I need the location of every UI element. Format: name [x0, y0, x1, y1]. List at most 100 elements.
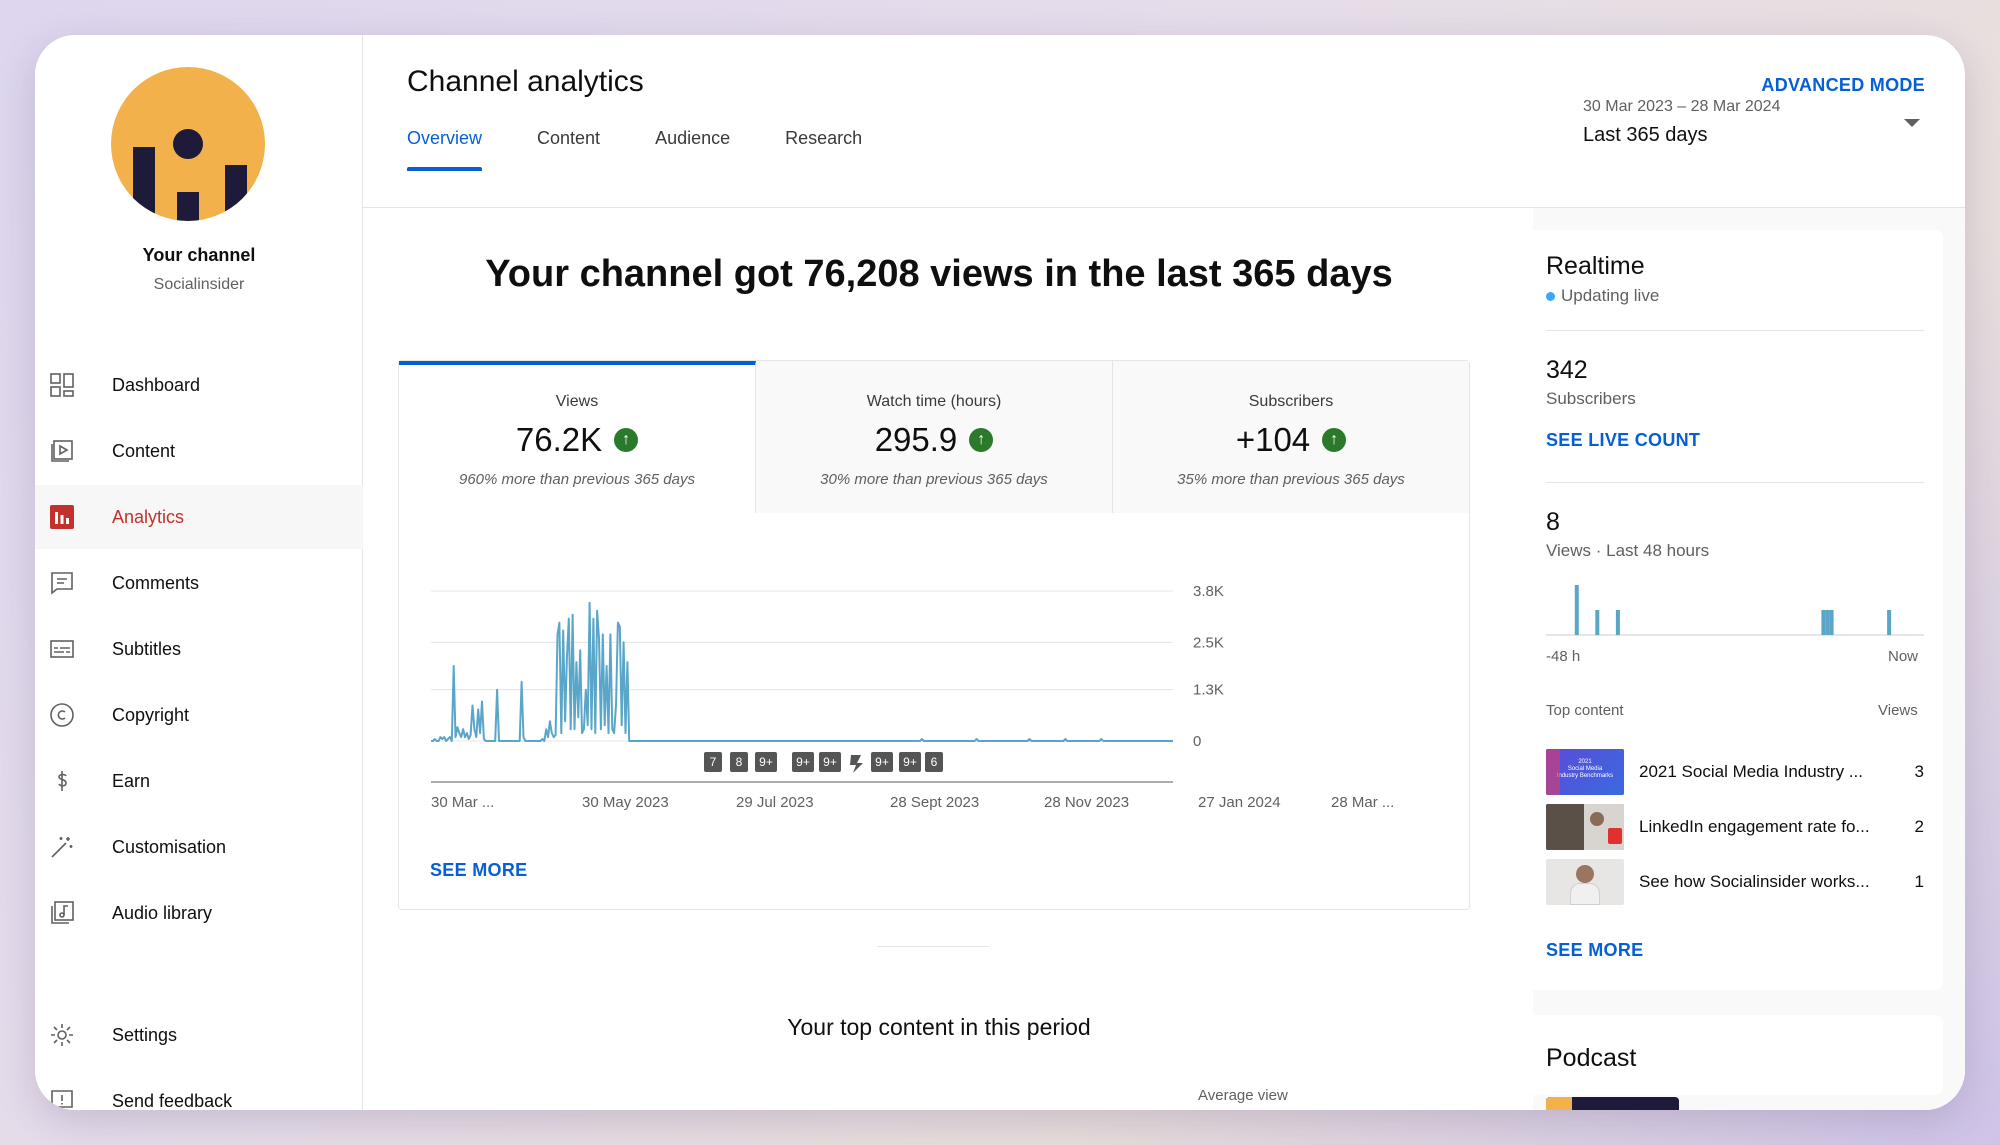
- page-title: Channel analytics: [407, 65, 644, 98]
- metric-value: +104 ↑: [1113, 421, 1469, 459]
- realtime-status: Updating live: [1546, 286, 1659, 306]
- sidebar-item-copyright[interactable]: Copyright: [35, 683, 363, 747]
- sidebar-item-label: Content: [112, 440, 176, 461]
- video-marker-label: 9+: [903, 755, 917, 769]
- top-content-item[interactable]: See how Socialinsider works... 1: [1546, 859, 1924, 905]
- video-marker-label: 9+: [796, 755, 810, 769]
- realtime-bar: [1595, 610, 1600, 635]
- video-views: 1: [1914, 872, 1924, 891]
- content-icon: [48, 437, 76, 465]
- x-tick-label: 30 Mar ...: [431, 794, 494, 811]
- video-marker: [871, 752, 893, 772]
- video-marker: [792, 752, 814, 772]
- subtitles-icon: [48, 635, 76, 663]
- video-marker: [704, 752, 722, 772]
- video-thumbnail: 2021 Social Media Industry Benchmarks: [1546, 749, 1624, 795]
- x-tick-label: 28 Mar ...: [1331, 794, 1394, 811]
- metric-label: Subscribers: [1248, 393, 1334, 410]
- video-marker-label: 6: [931, 755, 938, 769]
- channel-avatar[interactable]: [111, 67, 265, 221]
- sidebar-item-settings[interactable]: Settings: [35, 1003, 363, 1067]
- sidebar-item-comments[interactable]: Comments: [35, 551, 363, 615]
- y-tick-label: 3.8K: [1193, 583, 1224, 600]
- views-column-header: Views: [1878, 702, 1918, 719]
- podcast-thumbnail[interactable]: [1546, 1097, 1679, 1110]
- sidebar-item-label: Subtitles: [112, 638, 182, 659]
- date-range-dates: 30 Mar 2023 – 28 Mar 2024: [1583, 98, 1781, 115]
- see-live-count-button[interactable]: SEE LIVE COUNT: [1546, 430, 1701, 450]
- video-marker: [819, 752, 841, 772]
- section-divider: [877, 946, 989, 947]
- channel-name: Your channel: [142, 245, 256, 265]
- video-marker-label: 9+: [823, 755, 837, 769]
- realtime-views-label: Views · Last 48 hours: [1546, 541, 1710, 560]
- sidebar-item-send-feedback[interactable]: Send feedback: [35, 1069, 363, 1110]
- sidebar-item-label: Customisation: [112, 836, 227, 857]
- sidebar-item-analytics[interactable]: Analytics: [35, 485, 363, 549]
- y-tick-label: 0: [1193, 733, 1201, 750]
- realtime-divider: [1546, 482, 1924, 483]
- copyright-icon: [48, 701, 76, 729]
- tab-content[interactable]: Content: [537, 128, 601, 148]
- comments-icon: [48, 569, 76, 597]
- video-marker-label: 8: [736, 755, 743, 769]
- channel-handle: Socialinsider: [153, 276, 245, 293]
- arrow-up-icon: ↑: [1322, 428, 1347, 452]
- sidebar-item-label: Send feedback: [112, 1090, 233, 1111]
- video-marker: [730, 752, 748, 772]
- video-thumbnail: [1546, 804, 1624, 850]
- advanced-mode-button[interactable]: ADVANCED MODE: [1761, 75, 1925, 95]
- x-tick-label: 28 Sept 2023: [890, 794, 979, 811]
- see-more-top-content-button[interactable]: SEE MORE: [1546, 940, 1644, 960]
- tab-audience[interactable]: Audience: [655, 128, 731, 148]
- video-views: 2: [1914, 817, 1924, 836]
- sidebar-item-dashboard[interactable]: Dashboard: [35, 353, 363, 417]
- content-layer: Your channel got 76,208 views in the las…: [35, 35, 1965, 1110]
- metric-subscribers-tab[interactable]: Subscribers +104 ↑ 35% more than previous…: [1113, 361, 1469, 513]
- sidebar-item-customisation[interactable]: Customisation: [35, 815, 363, 879]
- x-tick-label: 29 Jul 2023: [736, 794, 814, 811]
- realtime-bar: [1825, 610, 1830, 635]
- realtime-axis-start: -48 h: [1546, 648, 1581, 665]
- metric-note: 30% more than previous 365 days: [820, 471, 1048, 488]
- sidebar-item-subtitles[interactable]: Subtitles: [35, 617, 363, 681]
- sidebar: Your channel Socialinsider Dashboard Con…: [35, 35, 363, 1110]
- feedback-icon: [48, 1087, 76, 1110]
- sidebar-item-earn[interactable]: Earn: [35, 749, 363, 813]
- arrow-up-icon: ↑: [614, 428, 639, 452]
- sidebar-item-label: Comments: [112, 572, 200, 593]
- sidebar-item-label: Earn: [112, 770, 151, 791]
- sidebar-item-audio-library[interactable]: Audio library: [35, 881, 363, 945]
- video-marker: [755, 752, 777, 772]
- top-content-item[interactable]: LinkedIn engagement rate fo... 2: [1546, 804, 1924, 850]
- y-tick-label: 1.3K: [1193, 682, 1224, 699]
- metric-note: 35% more than previous 365 days: [1177, 471, 1405, 488]
- podcast-title: Podcast: [1546, 1044, 1637, 1072]
- metric-views-tab[interactable]: Views 76.2K ↑ 960% more than previous 365…: [399, 361, 756, 513]
- x-tick-label: 30 May 2023: [582, 794, 669, 811]
- metric-value: 295.9 ↑: [756, 421, 1112, 459]
- realtime-axis-end: Now: [1888, 648, 1919, 665]
- live-dot-icon: [1546, 291, 1555, 301]
- realtime-bar: [1574, 585, 1579, 635]
- top-content-header: Top content: [1546, 702, 1624, 719]
- video-marker-label: 7: [710, 755, 717, 769]
- tab-research[interactable]: Research: [785, 128, 863, 148]
- views-series-line: [431, 601, 1173, 742]
- subscriber-label: Subscribers: [1546, 389, 1636, 408]
- metric-watch-time-tab[interactable]: Watch time (hours) 295.9 ↑ 30% more than …: [756, 361, 1113, 513]
- video-thumbnail: [1546, 859, 1624, 905]
- realtime-views-count: 8: [1546, 508, 1560, 536]
- top-content-item[interactable]: 2021 Social Media Industry Benchmarks 2021…: [1546, 749, 1924, 795]
- video-marker-label: 9+: [759, 755, 773, 769]
- video-marker-label: 9+: [875, 755, 889, 769]
- sidebar-item-content[interactable]: Content: [35, 419, 363, 483]
- realtime-bar: [1887, 610, 1892, 635]
- realtime-views-bars: [1546, 585, 1924, 636]
- tab-overview[interactable]: Overview: [407, 128, 483, 171]
- video-title: LinkedIn engagement rate fo...: [1639, 817, 1870, 836]
- see-more-button[interactable]: SEE MORE: [430, 860, 528, 880]
- sidebar-item-label: Dashboard: [112, 374, 201, 395]
- audio-library-icon: [48, 899, 76, 927]
- realtime-bar: [1615, 610, 1620, 635]
